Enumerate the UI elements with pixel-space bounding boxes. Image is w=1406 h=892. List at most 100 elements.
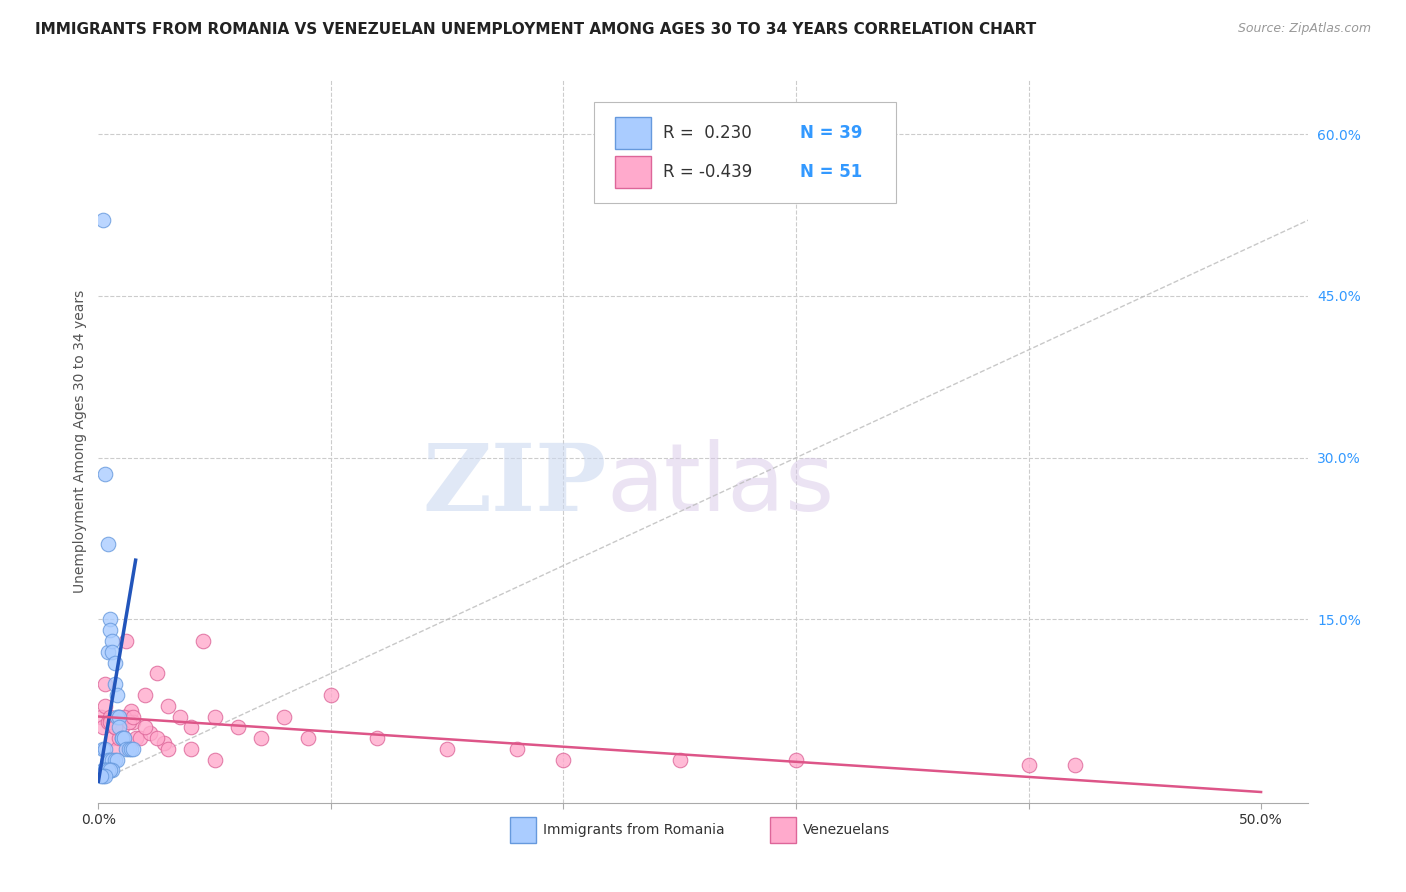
Point [94,764,117,778]
Point [98,714,121,729]
Point [668,753,690,767]
FancyBboxPatch shape [509,817,536,843]
Point [134,720,156,734]
Point [157,698,180,713]
Point [101,634,124,648]
Point [91,213,114,227]
Point [98,612,121,626]
Point [112,731,135,745]
Point [226,720,249,734]
FancyBboxPatch shape [614,156,651,188]
Point [122,742,145,756]
Text: atlas: atlas [606,439,835,531]
Point [91,720,114,734]
Point [105,709,128,723]
Point [1018,758,1040,772]
Point [297,731,319,745]
Point [94,742,117,756]
Point [111,720,134,734]
Point [122,714,145,729]
Point [152,737,174,751]
Point [191,634,214,648]
Point [506,742,529,756]
Point [105,688,128,702]
Point [104,720,127,734]
Point [104,656,127,670]
Point [145,666,167,681]
Y-axis label: Unemployment Among Ages 30 to 34 years: Unemployment Among Ages 30 to 34 years [73,290,87,593]
Point [97,645,120,659]
Point [101,731,124,745]
Point [1064,758,1087,772]
Point [115,742,138,756]
Point [98,764,121,778]
Point [436,742,458,756]
Point [90,709,112,723]
Point [98,624,121,638]
Point [366,731,388,745]
Point [91,742,114,756]
Point [94,769,117,783]
FancyBboxPatch shape [595,102,897,203]
Point [138,725,160,739]
Point [120,704,142,718]
Point [94,698,117,713]
Point [94,467,117,481]
Point [319,688,342,702]
Point [98,764,121,778]
Point [104,677,127,691]
Point [98,753,121,767]
Point [108,720,131,734]
Text: R = -0.439: R = -0.439 [664,163,752,181]
Point [180,720,202,734]
Point [105,742,128,756]
Point [204,753,226,767]
Point [157,742,180,756]
Point [124,731,146,745]
Point [118,742,141,756]
Point [118,709,141,723]
Point [105,753,128,767]
Text: N = 51: N = 51 [800,163,862,181]
Point [97,714,120,729]
FancyBboxPatch shape [769,817,796,843]
Point [145,731,167,745]
Point [101,753,124,767]
FancyBboxPatch shape [614,117,651,149]
Text: IMMIGRANTS FROM ROMANIA VS VENEZUELAN UNEMPLOYMENT AMONG AGES 30 TO 34 YEARS COR: IMMIGRANTS FROM ROMANIA VS VENEZUELAN UN… [35,22,1036,37]
Text: ZIP: ZIP [422,440,606,530]
Point [112,731,135,745]
Point [785,753,807,767]
Point [180,742,202,756]
Point [94,677,117,691]
Text: Source: ZipAtlas.com: Source: ZipAtlas.com [1237,22,1371,36]
Point [204,709,226,723]
Point [104,720,127,734]
Point [108,731,131,745]
Point [118,714,141,729]
Point [112,709,135,723]
Point [97,753,120,767]
Text: R =  0.230: R = 0.230 [664,124,752,142]
Point [97,537,120,551]
Point [111,731,134,745]
Point [122,709,145,723]
Point [115,634,138,648]
Point [108,709,131,723]
Point [90,769,112,783]
Point [120,742,142,756]
Point [169,709,191,723]
Point [94,764,117,778]
Point [101,764,124,778]
Point [134,688,156,702]
Point [97,764,120,778]
Point [108,709,131,723]
Point [101,645,124,659]
Text: Immigrants from Romania: Immigrants from Romania [543,823,725,837]
Point [98,709,121,723]
Text: Venezuelans: Venezuelans [803,823,890,837]
Point [250,731,273,745]
Point [91,769,114,783]
Point [553,753,575,767]
Text: N = 39: N = 39 [800,124,862,142]
